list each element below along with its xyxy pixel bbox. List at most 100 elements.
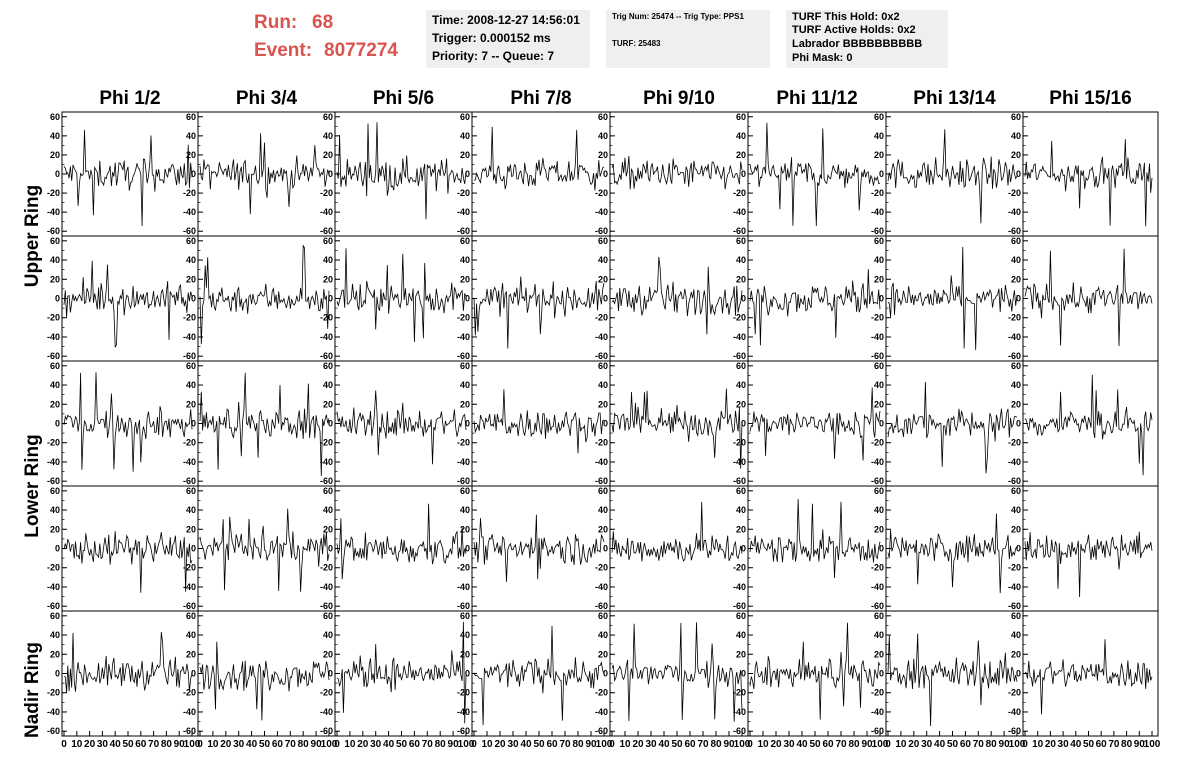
waveform-panel: -60 -40 -20 0 20 40 60 — [183, 485, 336, 612]
row-label: Lower Ring — [22, 434, 43, 537]
y-tick-label: 20 — [736, 399, 746, 409]
column-header: Phi 11/12 — [776, 88, 857, 109]
y-tick-label: -40 — [457, 457, 470, 467]
x-tick-label: 100 — [872, 739, 889, 750]
waveform-panel: -60 -40 -20 0 20 40 60 — [457, 111, 611, 237]
y-tick-label: -60 — [733, 726, 746, 736]
waveform-panel: -60 -40 -20 0 20 40 60 — [595, 360, 749, 487]
y-tick-label: 40 — [460, 505, 470, 515]
y-tick-label: -40 — [47, 207, 60, 217]
turf-active-line: TURF Active Holds: 0x2 — [792, 24, 916, 36]
y-tick-label: 0 — [465, 419, 470, 429]
y-tick-label: 60 — [186, 486, 196, 496]
x-tick-label: 70 — [835, 739, 847, 750]
y-tick-label: -20 — [320, 563, 333, 573]
y-tick-label: 20 — [874, 150, 884, 160]
y-tick-label: -20 — [183, 188, 196, 198]
y-tick-label: 0 — [191, 544, 196, 554]
y-tick-label: 40 — [598, 630, 608, 640]
y-tick-label: -20 — [457, 563, 470, 573]
waveform-trace — [749, 622, 881, 720]
panel-frame — [747, 610, 887, 737]
y-tick-label: 40 — [1011, 630, 1021, 640]
waveform-trace — [473, 276, 605, 349]
y-tick-label: 40 — [874, 505, 884, 515]
x-tick-label: 80 — [298, 739, 310, 750]
waveform-panel: -60 -40 -20 0 20 40 60 — [1008, 360, 1159, 487]
x-tick-label: 20 — [494, 739, 506, 750]
y-tick-label: -20 — [871, 563, 884, 573]
y-tick-label: -40 — [595, 332, 608, 342]
waveform-trace — [887, 633, 1018, 727]
waveform-trace — [887, 246, 1018, 351]
x-tick-label: 30 — [370, 739, 382, 750]
x-tick-label: 70 — [559, 739, 571, 750]
y-tick-label: 20 — [736, 649, 746, 659]
y-tick-label: 0 — [879, 169, 884, 179]
y-tick-label: 0 — [603, 419, 608, 429]
y-tick-label: -20 — [183, 563, 196, 573]
y-tick-label: 40 — [598, 131, 608, 141]
y-tick-label: 20 — [186, 524, 196, 534]
y-tick-label: 20 — [1011, 274, 1021, 284]
y-tick-label: 20 — [460, 274, 470, 284]
y-tick-label: 40 — [460, 131, 470, 141]
x-tick-label: 30 — [1058, 739, 1070, 750]
x-tick-label: 20 — [632, 739, 644, 750]
y-tick-label: 60 — [598, 611, 608, 621]
y-tick-label: 0 — [191, 419, 196, 429]
x-tick-label: 40 — [658, 739, 670, 750]
y-tick-label: 40 — [50, 505, 60, 515]
y-tick-label: 20 — [1011, 399, 1021, 409]
y-tick-label: 20 — [460, 150, 470, 160]
y-tick-label: -60 — [47, 351, 60, 361]
y-tick-label: -40 — [595, 707, 608, 717]
y-tick-label: 20 — [186, 649, 196, 659]
y-tick-label: 20 — [323, 274, 333, 284]
waveform-panel: -60 -40 -20 0 20 40 60 — [47, 111, 199, 237]
y-tick-label: 0 — [1016, 669, 1021, 679]
event-value: 8077274 — [324, 40, 398, 61]
waveform-trace — [749, 499, 881, 579]
waveform-trace — [611, 622, 743, 722]
y-tick-label: -40 — [1008, 707, 1021, 717]
y-tick-label: -20 — [871, 313, 884, 323]
y-tick-label: 60 — [323, 361, 333, 371]
y-tick-label: -40 — [1008, 332, 1021, 342]
y-tick-label: -60 — [47, 476, 60, 486]
y-tick-label: 40 — [50, 255, 60, 265]
phi-mask-line: Phi Mask: 0 — [792, 52, 853, 64]
waveform-panel: -60 -40 -20 0 20 40 60 — [733, 235, 887, 362]
x-tick-label: 90 — [174, 739, 186, 750]
waveform-trace — [473, 514, 605, 582]
y-tick-label: 0 — [55, 544, 60, 554]
panel-frame — [197, 111, 336, 237]
y-tick-label: -20 — [1008, 188, 1021, 198]
panel-frame — [609, 111, 749, 237]
panel-frame — [61, 360, 199, 487]
y-tick-label: 20 — [50, 274, 60, 284]
y-tick-label: 40 — [736, 380, 746, 390]
x-tick-label: 40 — [1070, 739, 1082, 750]
y-tick-label: 60 — [50, 236, 60, 246]
waveform-panel: -60 -40 -20 0 20 40 60 — [733, 360, 887, 487]
y-tick-label: -60 — [871, 601, 884, 611]
waveform-trace — [336, 248, 467, 343]
y-tick-label: 20 — [736, 150, 746, 160]
waveform-trace — [887, 381, 1018, 474]
waveform-panel: -60 -40 -20 0 20 40 60 — [320, 235, 473, 362]
y-tick-label: 60 — [460, 611, 470, 621]
y-tick-label: -20 — [733, 188, 746, 198]
x-tick-label: 90 — [585, 739, 597, 750]
column-header: Phi 13/14 — [913, 88, 996, 109]
x-tick-label: 80 — [1121, 739, 1133, 750]
y-tick-label: -40 — [183, 707, 196, 717]
waveform-trace — [473, 389, 605, 454]
x-tick-label: 100 — [734, 739, 751, 750]
waveform-trace — [611, 501, 743, 562]
y-tick-label: -20 — [595, 688, 608, 698]
y-tick-label: 40 — [186, 255, 196, 265]
waveform-panel: -60 -40 -20 0 20 40 60 — [595, 485, 749, 612]
y-tick-label: -40 — [871, 457, 884, 467]
y-tick-label: 60 — [186, 236, 196, 246]
